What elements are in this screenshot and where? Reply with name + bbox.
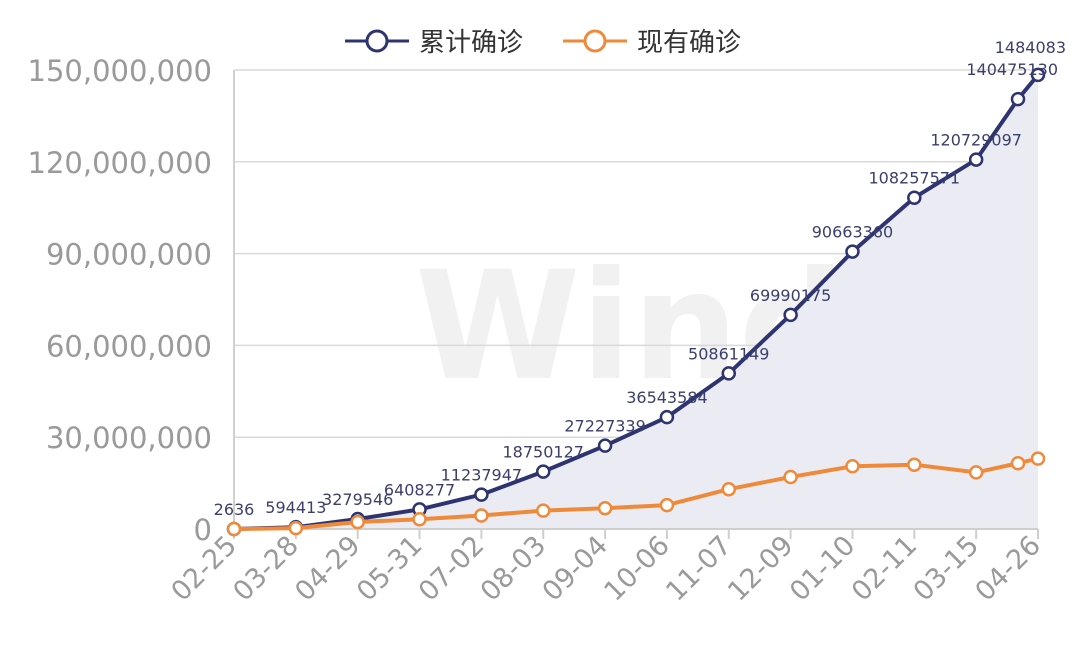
series-layer (226, 67, 1046, 537)
y-tick-label: 30,000,000 (46, 421, 212, 455)
x-tick-label: 05-31 (351, 530, 428, 607)
point-cumulative (845, 244, 860, 259)
y-tick-label: 120,000,000 (28, 146, 213, 180)
point-current (350, 514, 365, 530)
data-label: 50861149 (688, 344, 769, 363)
y-tick-label: 60,000,000 (46, 329, 212, 363)
point-current (288, 520, 304, 536)
data-label: 3279546 (322, 490, 393, 509)
y-tick-label: 150,000,000 (28, 54, 213, 88)
x-tick-label: 01-10 (784, 530, 861, 607)
point-current (783, 469, 798, 485)
area-layer (234, 74, 1038, 530)
legend-marker-cumulative (365, 29, 389, 52)
data-label: 11237947 (441, 466, 522, 485)
point-cumulative (659, 409, 675, 425)
legend-item-cumulative[interactable]: 累计确诊 (345, 22, 523, 59)
legend-label-current: 现有确诊 (637, 28, 742, 58)
point-current (535, 503, 551, 518)
x-tick-label: 03-28 (227, 530, 304, 607)
data-label: 36543584 (626, 388, 707, 407)
x-tick-label: 11-07 (660, 530, 737, 607)
legend-item-current[interactable]: 现有确诊 (563, 22, 741, 59)
point-current (474, 508, 489, 523)
data-label: 140475130 (966, 60, 1058, 79)
data-label: 27227339 (564, 417, 645, 436)
x-tick-label: 07-02 (413, 530, 490, 607)
point-current (968, 465, 984, 480)
data-label: 1484083 (995, 38, 1066, 57)
legend: 累计确诊 现有确诊 (345, 22, 741, 59)
axes (233, 70, 1039, 539)
data-label: 594413 (265, 498, 326, 517)
x-tick-label: 08-03 (475, 530, 552, 607)
point-current (226, 521, 242, 537)
legend-swatch-current (563, 29, 628, 52)
x-tick-label: 10-06 (598, 530, 675, 607)
data-label: 18750127 (503, 443, 584, 462)
legend-marker-current (583, 29, 607, 52)
x-tick-label: 02-11 (846, 530, 923, 607)
x-tick-labels: 02-2503-2804-2905-3107-0208-0309-0410-06… (166, 530, 1047, 607)
y-tick-label: 90,000,000 (46, 238, 212, 272)
point-cumulative (968, 152, 984, 167)
data-label: 2636 (214, 500, 255, 519)
point-cumulative (907, 190, 922, 205)
legend-swatch-cumulative (345, 29, 409, 52)
point-cumulative (783, 307, 798, 323)
point-cumulative (721, 366, 737, 381)
data-label: 108257571 (868, 169, 960, 188)
point-current (659, 497, 675, 513)
point-current (1010, 455, 1026, 471)
data-label: 6408277 (384, 480, 455, 499)
legend-label-cumulative: 累计确诊 (419, 28, 524, 58)
point-current (845, 459, 860, 474)
data-label: 120729097 (930, 131, 1022, 150)
data-label: 69990175 (750, 286, 831, 305)
x-tick-label: 04-29 (289, 530, 366, 607)
point-cumulative (1010, 91, 1026, 107)
point-cumulative (474, 487, 489, 502)
point-cumulative (535, 464, 551, 479)
x-tick-label: 12-09 (722, 530, 799, 607)
point-current (907, 457, 922, 472)
point-cumulative (597, 438, 613, 453)
point-cumulative (1030, 67, 1046, 83)
point-current (412, 511, 427, 527)
x-tick-label: 09-04 (537, 530, 614, 607)
point-current (597, 500, 613, 516)
x-tick-label: 03-15 (908, 530, 985, 607)
y-tick-labels: 0 30,000,000 60,000,000 90,000,000 120,000,0… (28, 54, 213, 547)
point-current (1030, 451, 1046, 466)
area-cumulative (234, 74, 1038, 530)
x-tick-label: 04-26 (970, 530, 1047, 607)
y-tick-label: 0 (194, 513, 212, 547)
point-current (721, 481, 737, 497)
data-label: 90663360 (812, 223, 893, 242)
